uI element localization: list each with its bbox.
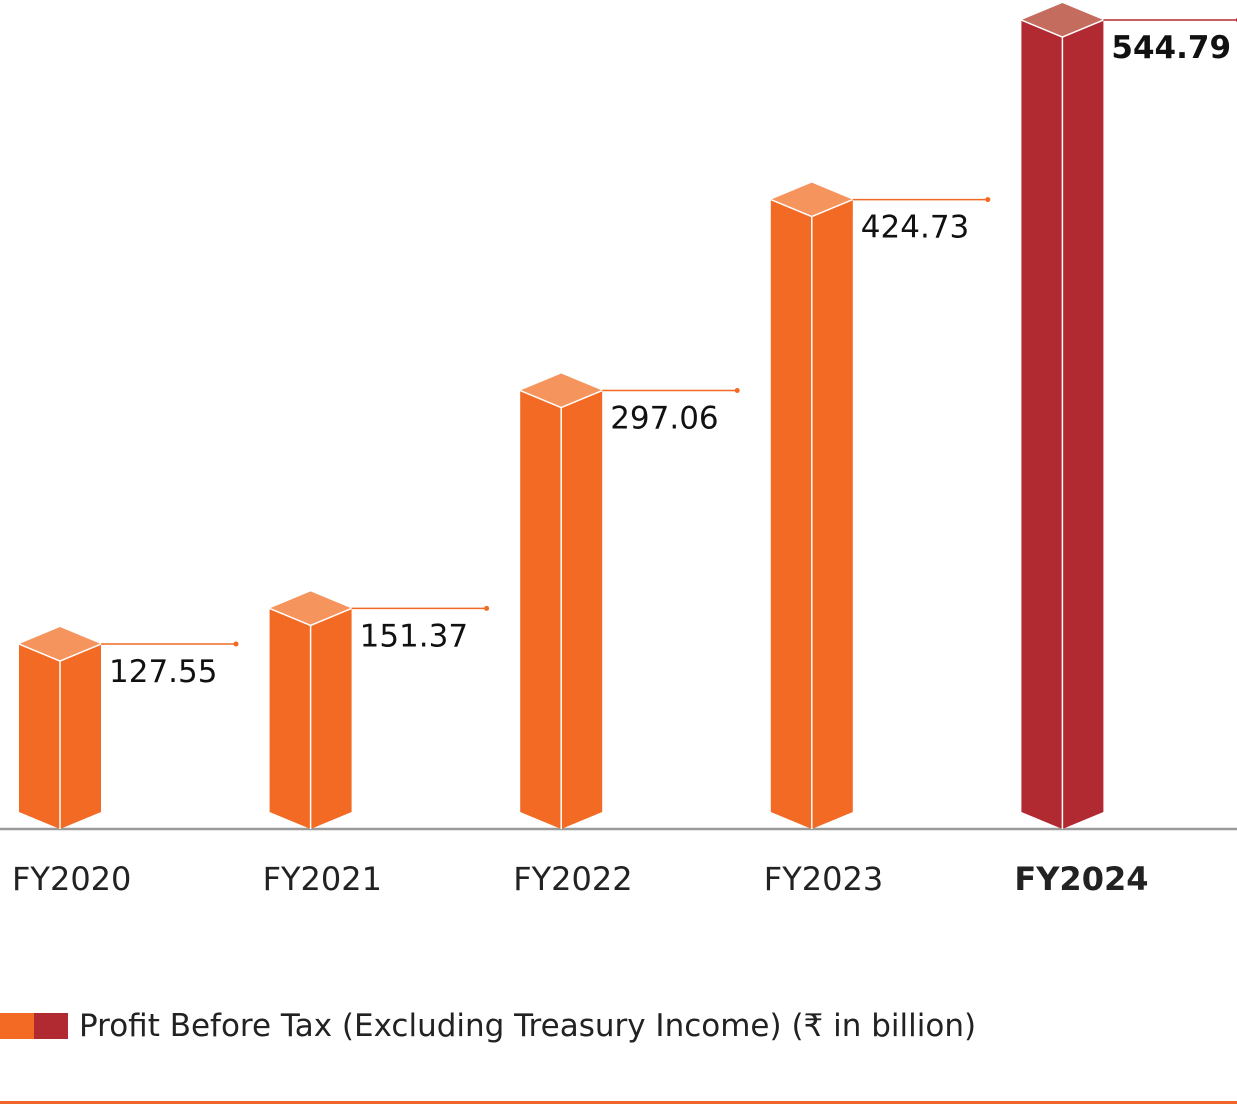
bar-left-face <box>520 390 562 829</box>
x-tick-label: FY2023 <box>764 860 883 898</box>
bottom-divider <box>0 1101 1237 1104</box>
bar-left-face <box>19 644 60 829</box>
legend-label: Profit Before Tax (Excluding Treasury In… <box>79 1008 977 1044</box>
legend-swatch-orange <box>0 1013 34 1039</box>
value-label: 127.55 <box>109 654 217 690</box>
leader-dot <box>484 605 490 611</box>
value-label: 544.79 <box>1111 30 1231 66</box>
bar-right-face <box>811 199 853 830</box>
bar-right-face <box>310 608 352 829</box>
x-tick-label: FY2020 <box>12 860 131 898</box>
value-label: 424.73 <box>861 210 969 246</box>
bar-left-face <box>269 608 311 829</box>
value-label: 297.06 <box>610 401 718 437</box>
bar-right-face <box>1062 20 1104 829</box>
legend: Profit Before Tax (Excluding Treasury In… <box>0 1008 976 1044</box>
bar-left-face <box>770 199 812 830</box>
x-tick-label: FY2024 <box>1014 860 1148 898</box>
bar-right-face <box>561 390 603 829</box>
leader-dot <box>985 197 991 203</box>
leader-dot <box>734 388 740 394</box>
legend-swatch-red <box>34 1013 68 1039</box>
x-tick-label: FY2021 <box>263 860 382 898</box>
bar-right-face <box>60 644 101 829</box>
bar-left-face <box>1021 20 1063 829</box>
value-label: 151.37 <box>360 618 468 654</box>
bar-chart: 127.55 FY2020 151.37 FY2021 297.06 FY2022 424.… <box>0 3 1237 898</box>
x-tick-label: FY2022 <box>513 860 632 898</box>
leader-dot <box>233 641 239 647</box>
